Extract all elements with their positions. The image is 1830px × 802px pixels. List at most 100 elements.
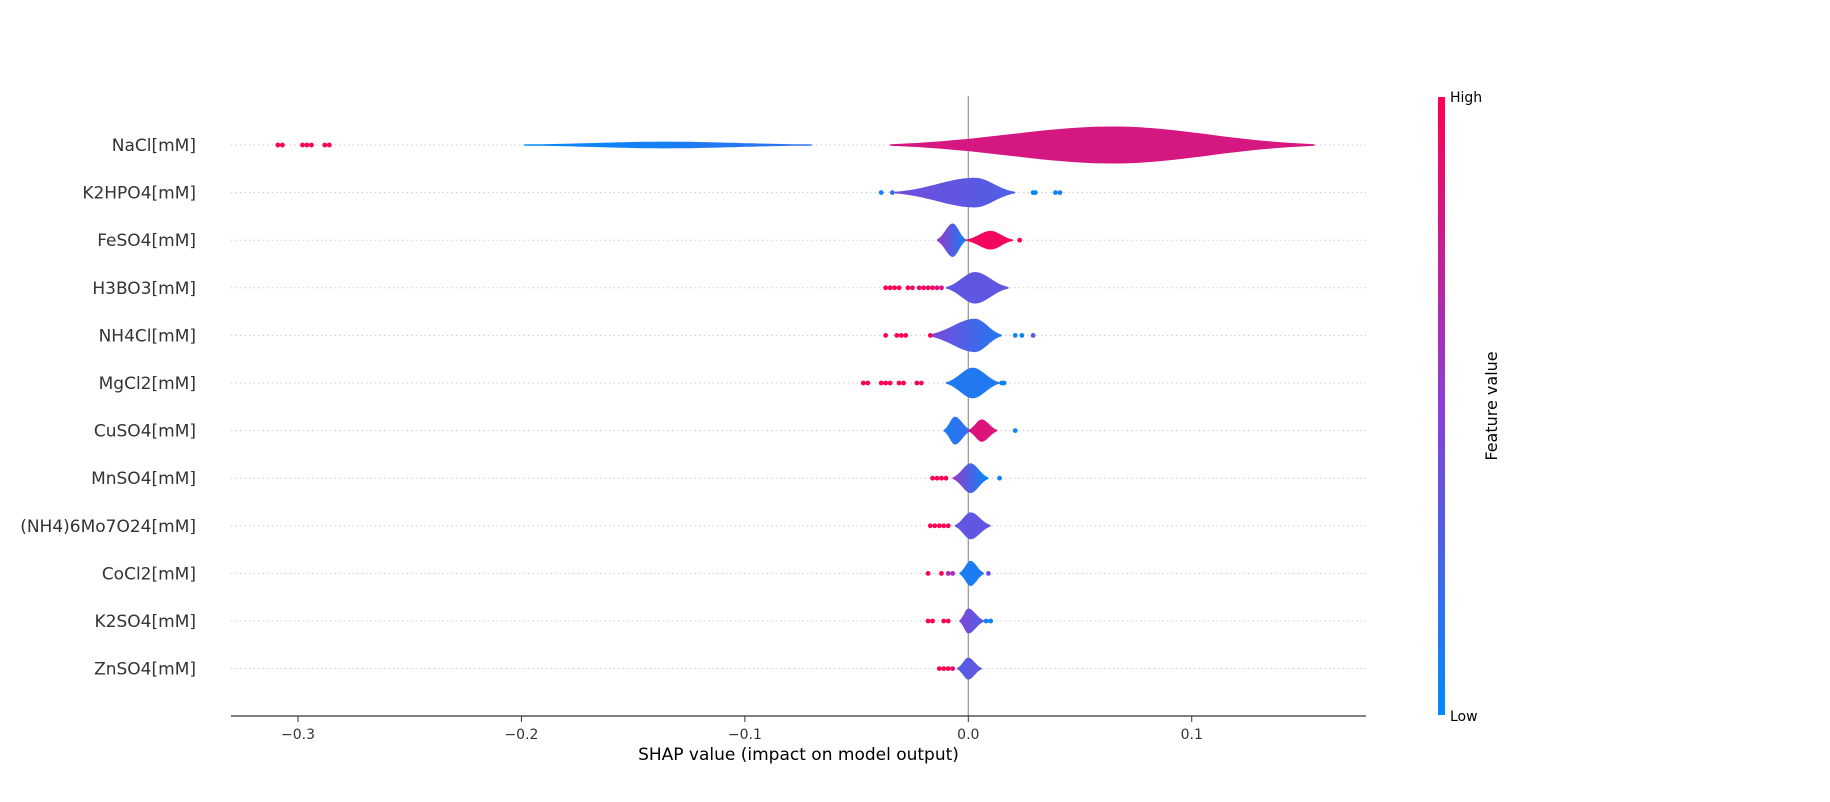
outlier-point (934, 285, 940, 291)
outlier-point (300, 142, 305, 148)
violin-shape (968, 419, 998, 442)
violin-shape (928, 318, 1002, 353)
violin-shape (943, 416, 971, 445)
outlier-point (986, 571, 991, 576)
outlier-point (927, 523, 933, 529)
outlier-point (945, 618, 951, 624)
violin-shape (952, 463, 989, 494)
colorbar-gradient (1438, 97, 1445, 715)
outlier-point (983, 618, 989, 624)
x-tick-label: −0.1 (728, 727, 762, 743)
feature-label: FeSO4[mM] (97, 231, 196, 251)
x-tick-label: 0.1 (1181, 727, 1203, 743)
outlier-point (1030, 333, 1036, 338)
outlier-point (326, 142, 332, 148)
outlier-point (1019, 333, 1025, 338)
outlier-point (918, 380, 924, 386)
colorbar-high-label: High (1450, 90, 1482, 106)
outlier-point (892, 285, 897, 291)
outlier-point (1053, 190, 1058, 196)
violin-shape (523, 141, 812, 149)
outlier-point (279, 142, 285, 148)
outlier-point (1001, 380, 1007, 386)
outlier-point (883, 285, 889, 291)
outlier-point (941, 618, 947, 624)
outlier-point (910, 285, 915, 291)
outlier-point (896, 285, 902, 291)
violin-shape (966, 230, 1013, 250)
violin-group (523, 126, 1315, 680)
outlier-point (943, 475, 949, 481)
outlier-point (927, 333, 933, 338)
x-axis-ticks: −0.3 −0.2 −0.1 0.0 0.1 (281, 716, 1203, 743)
outlier-point (914, 380, 920, 386)
outlier-point (945, 571, 951, 576)
violin-shape (937, 223, 967, 257)
outlier-point (925, 285, 931, 291)
colorbar-low-label: Low (1450, 709, 1478, 725)
outlier-point (950, 571, 956, 576)
outlier-point (905, 285, 911, 291)
violin-shape (946, 272, 1009, 304)
outlier-point (939, 475, 944, 481)
feature-label: (NH4)6Mo7O24[mM] (20, 517, 196, 537)
outlier-point (878, 380, 884, 386)
outlier-point (988, 618, 994, 624)
outlier-point (883, 380, 889, 386)
outlier-point (932, 523, 938, 529)
outlier-point (939, 285, 944, 291)
outlier-point (1057, 190, 1063, 196)
x-tick-label: −0.3 (281, 727, 315, 743)
outlier-point (916, 285, 922, 291)
outlier-point (930, 618, 935, 624)
feature-label: H3BO3[mM] (92, 279, 196, 299)
x-axis-title: SHAP value (impact on model output) (638, 745, 959, 765)
feature-label: ZnSO4[mM] (94, 660, 196, 680)
outlier-point (936, 666, 942, 671)
outlier-point (896, 380, 902, 386)
feature-label: CoCl2[mM] (102, 564, 196, 584)
outlier-point (309, 142, 314, 148)
outlier-point (322, 142, 328, 148)
outlier-point (1012, 428, 1018, 433)
violin-shape (957, 657, 982, 680)
outlier-point (883, 333, 889, 338)
outlier-point (903, 333, 909, 338)
outlier-point (898, 333, 904, 338)
outlier-point (860, 380, 866, 386)
violin-shape (954, 512, 991, 540)
outlier-point (941, 523, 947, 529)
x-tick-label: 0.0 (957, 727, 979, 743)
feature-labels: NaCl[mM] K2HPO4[mM] FeSO4[mM] H3BO3[mM] NH4C… (20, 136, 196, 680)
violin-shape (894, 177, 1016, 208)
outlier-point (894, 333, 900, 338)
outlier-point (930, 285, 935, 291)
outlier-points (275, 142, 1063, 671)
outlier-point (878, 190, 884, 196)
outlier-point (997, 475, 1002, 481)
outlier-point (304, 142, 310, 148)
colorbar: High Low Feature value (1438, 90, 1501, 725)
x-tick-label: −0.2 (504, 727, 538, 743)
feature-label: K2SO4[mM] (95, 612, 196, 632)
violin-shape (890, 126, 1315, 164)
outlier-point (921, 285, 927, 291)
feature-label: MnSO4[mM] (91, 469, 196, 489)
outlier-point (1017, 237, 1023, 243)
outlier-point (936, 523, 942, 529)
outlier-point (950, 666, 956, 671)
feature-label: K2HPO4[mM] (82, 184, 196, 204)
outlier-point (941, 666, 947, 671)
feature-rows (231, 144, 1366, 670)
feature-label: MgCl2[mM] (99, 374, 196, 394)
outlier-point (1032, 190, 1038, 196)
outlier-point (1012, 333, 1018, 338)
outlier-point (934, 475, 940, 481)
outlier-point (887, 380, 893, 386)
outlier-point (887, 285, 893, 291)
outlier-point (275, 142, 281, 148)
violin-shape (946, 367, 1000, 399)
feature-label: NaCl[mM] (112, 136, 196, 156)
outlier-point (865, 380, 871, 386)
